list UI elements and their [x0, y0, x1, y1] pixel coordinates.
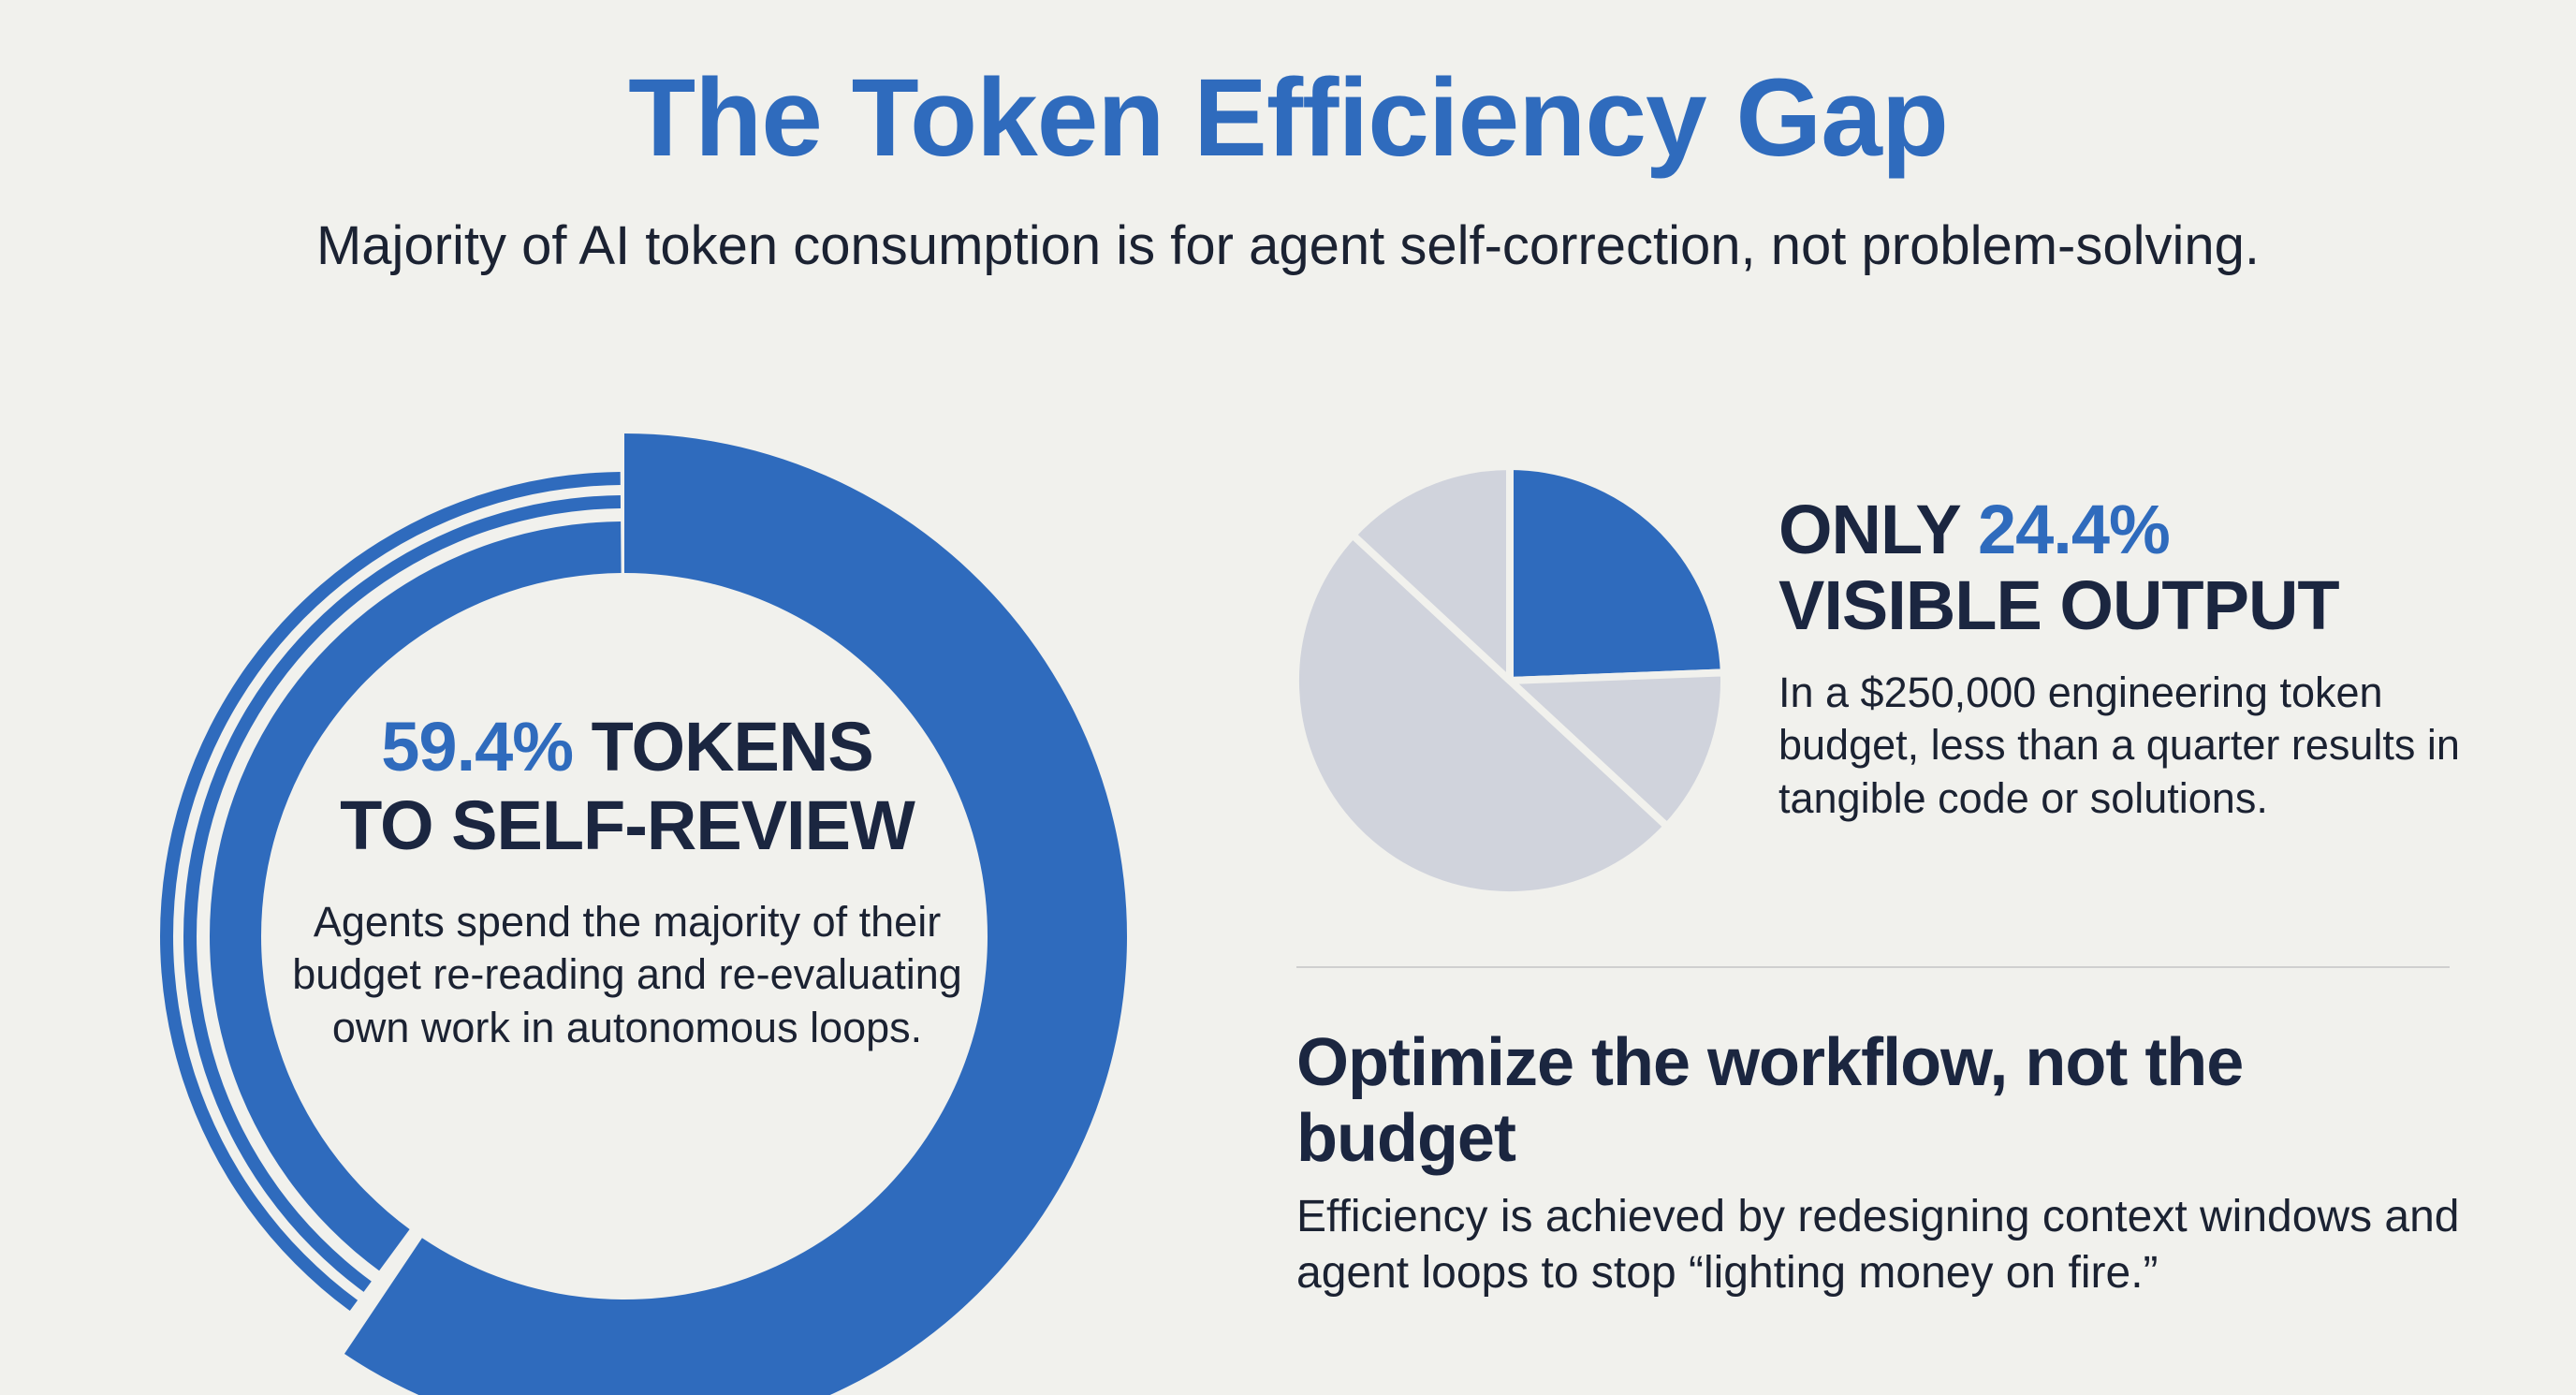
visible-output-heading-line2: VISIBLE OUTPUT: [1778, 566, 2340, 645]
visible-output-prefix: ONLY: [1778, 491, 1960, 568]
pie-slice-3: [1292, 531, 1671, 899]
self-review-percent: 59.4%: [381, 708, 574, 786]
page-title: The Token Efficiency Gap: [628, 56, 1949, 180]
self-review-heading-rest: TOKENS: [591, 708, 874, 786]
page-subtitle: Majority of AI token consumption is for …: [315, 215, 2261, 276]
optimize-heading: Optimize the workflow, not the budget: [1296, 1025, 2244, 1177]
optimize-description: Efficiency is achieved by redesigning co…: [1296, 1192, 2460, 1298]
visible-output-percent: 24.4%: [1978, 491, 2171, 568]
section-divider: [1296, 966, 2450, 968]
pie-slice-4: [1349, 463, 1514, 684]
pie-slice-1: [1506, 463, 1728, 684]
visible-output-description: In a $250,000 engineering token budget, …: [1778, 668, 2460, 822]
self-review-callout: 59.4% TOKENS TO SELF-REVIEW Agents spend…: [281, 708, 973, 1054]
visible-output-heading: ONLY 24.4% VISIBLE OUTPUT: [1778, 492, 2527, 644]
self-review-heading-line2: TO SELF-REVIEW: [340, 786, 915, 864]
self-review-heading: 59.4% TOKENS TO SELF-REVIEW: [281, 708, 973, 864]
self-review-description: Agents spend the majority of their budge…: [292, 898, 962, 1051]
pie-slice-2: [1506, 668, 1728, 830]
